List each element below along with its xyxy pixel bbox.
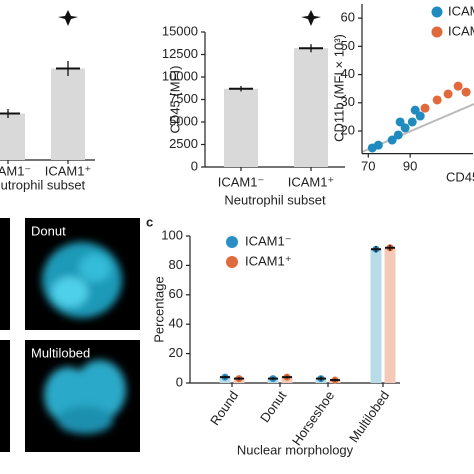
bar <box>224 88 258 167</box>
y-tick-label: 0 <box>176 374 183 389</box>
legend-marker <box>226 256 238 268</box>
y-tick-label: 20 <box>341 122 355 137</box>
point <box>415 111 425 121</box>
point <box>443 89 453 99</box>
y-tick-label: 100 <box>161 227 183 242</box>
y-axis-label: CD11b (MFI × 10³) <box>331 34 346 142</box>
y-tick-label: 12500 <box>162 46 198 61</box>
x-tick-label: Round <box>207 388 241 428</box>
legend-label: ICAM1⁻ <box>448 3 474 18</box>
bar <box>0 113 25 160</box>
x-tick-label: 90 <box>403 158 417 173</box>
y-tick-label: 5000 <box>169 113 198 128</box>
point <box>453 81 463 91</box>
x-tick-label: ICAM1⁺ <box>45 163 92 178</box>
significance-star <box>301 10 321 26</box>
x-tick-label: Donut <box>257 388 289 425</box>
image-label: Donut <box>31 223 66 238</box>
point <box>393 130 403 140</box>
y-axis-label: CD45 (MFI) <box>167 66 182 134</box>
legend-label: ICAM1⁺ <box>245 253 292 268</box>
legend-marker <box>431 26 443 38</box>
point <box>432 95 442 105</box>
legend-label: ICAM1⁺ <box>448 23 474 38</box>
point <box>373 140 383 150</box>
point <box>400 123 410 133</box>
point <box>410 105 420 115</box>
y-tick-label: 0 <box>191 158 198 173</box>
bar <box>51 68 85 160</box>
point <box>461 87 471 97</box>
x-tick-label: ICAM1⁺ <box>288 174 335 189</box>
x-tick-label: Multilobed <box>346 388 392 445</box>
x-axis-label: Neutrophil subset <box>224 192 326 207</box>
point <box>407 117 417 127</box>
y-tick-label: 2500 <box>169 136 198 151</box>
y-tick-label: 30 <box>341 94 355 109</box>
y-tick-label: 15000 <box>162 23 198 38</box>
y-tick-label: 10000 <box>162 68 198 83</box>
x-tick-label: ICAM1⁻ <box>218 174 265 189</box>
x-tick-label: 70 <box>361 158 375 173</box>
bar <box>384 247 396 383</box>
y-tick-label: 60 <box>169 286 183 301</box>
nucleus <box>42 242 122 318</box>
legend-label: ICAM1⁻ <box>245 233 292 248</box>
legend-marker <box>431 6 443 18</box>
image-tile <box>0 218 10 330</box>
x-axis-label: Neutrophil subset <box>0 177 86 192</box>
y-tick-label: 80 <box>169 257 183 272</box>
point <box>420 103 430 113</box>
y-tick-label: 50 <box>341 38 355 53</box>
y-tick-label: 40 <box>169 316 183 331</box>
y-tick-label: 7500 <box>169 91 198 106</box>
x-axis-label: CD45 <box>446 169 474 184</box>
x-tick-label: Horseshoe <box>289 388 337 448</box>
point <box>387 135 397 145</box>
panel-label: c <box>146 214 153 229</box>
bar <box>370 249 382 383</box>
y-tick-label: 60 <box>341 10 355 25</box>
point <box>395 117 405 127</box>
y-tick-label: 40 <box>341 66 355 81</box>
micrographs: Donut Multilobed <box>0 218 140 452</box>
x-tick-label: ICAM1⁻ <box>0 163 31 178</box>
significance-star <box>58 10 78 26</box>
image-label: Multilobed <box>31 345 90 360</box>
x-axis-label: Nuclear morphology <box>237 442 354 457</box>
nucleus <box>44 360 126 434</box>
y-axis-label: Percentage <box>151 276 166 343</box>
bar <box>294 48 328 168</box>
legend-marker <box>226 236 238 248</box>
y-tick-label: 20 <box>169 345 183 360</box>
image-tile <box>0 340 10 452</box>
